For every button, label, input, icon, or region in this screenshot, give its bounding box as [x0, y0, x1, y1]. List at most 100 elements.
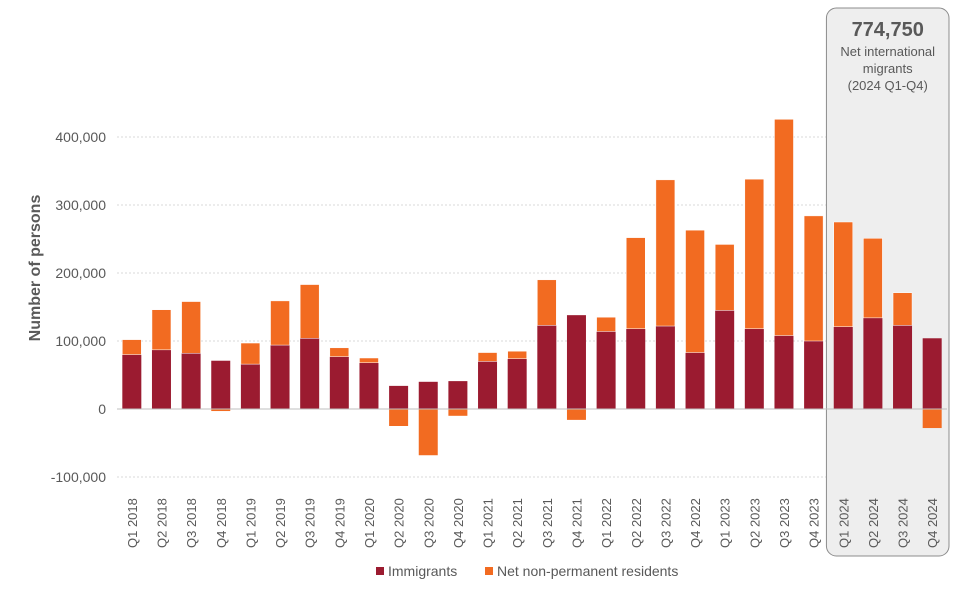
bar-net-npr	[803, 215, 824, 342]
x-tick-label: Q2 2020	[392, 498, 407, 548]
bar-immigrants	[893, 325, 913, 409]
x-tick-label: Q1 2024	[836, 498, 851, 548]
y-tick-label: 0	[98, 401, 106, 417]
x-tick-label: Q3 2019	[303, 498, 318, 548]
x-tick-label: Q3 2022	[658, 498, 673, 548]
x-tick-label: Q1 2023	[718, 498, 733, 548]
bar-immigrants	[655, 326, 675, 409]
bar-net-npr	[270, 300, 290, 346]
bar-net-npr	[448, 409, 468, 416]
bar-immigrants	[922, 338, 942, 409]
bar-net-npr	[359, 357, 379, 364]
bar-immigrants	[270, 345, 290, 409]
y-axis-title: Number of persons	[27, 195, 44, 342]
bar-net-npr	[211, 409, 231, 412]
bar-immigrants	[744, 328, 764, 409]
x-tick-label: Q1 2020	[362, 498, 377, 548]
bar-immigrants	[774, 335, 794, 409]
bar-net-npr	[507, 350, 527, 359]
x-tick-label: Q4 2019	[332, 498, 347, 548]
x-tick-label: Q2 2024	[866, 498, 881, 548]
x-tick-label: Q1 2022	[599, 498, 614, 548]
bar-immigrants	[478, 361, 498, 409]
highlight-caption: Net international	[840, 44, 935, 59]
bar-immigrants	[507, 358, 527, 409]
bar-net-npr	[863, 238, 883, 319]
bar-immigrants	[804, 341, 824, 409]
x-tick-label: Q1 2018	[125, 498, 140, 548]
bar-immigrants	[537, 325, 557, 409]
bar-immigrants	[329, 356, 349, 409]
bar-immigrants	[300, 338, 320, 409]
bars	[122, 119, 942, 456]
bar-immigrants	[181, 353, 201, 409]
bar-net-npr	[774, 119, 794, 336]
bar-net-npr	[626, 237, 646, 330]
bar-net-npr	[537, 279, 557, 326]
bar-immigrants	[448, 381, 468, 409]
bar-net-npr	[329, 347, 350, 357]
x-tick-label: Q2 2019	[273, 498, 288, 548]
highlight-box	[825, 7, 950, 557]
bar-immigrants	[359, 362, 379, 409]
x-tick-label: Q4 2024	[925, 498, 940, 548]
bar-net-npr	[240, 342, 261, 365]
x-tick-label: Q1 2021	[481, 498, 496, 548]
bar-net-npr	[744, 178, 765, 330]
axes: -100,000 0 100,000 200,000 300,000 400,000 Q1 …	[51, 129, 947, 548]
bar-net-npr	[418, 409, 438, 456]
bar-immigrants	[566, 315, 586, 409]
x-tick-label: Q3 2020	[421, 498, 436, 548]
x-tick-label: Q3 2018	[184, 498, 199, 548]
x-tick-label: Q1 2019	[243, 498, 258, 548]
highlight-region: 774,750 Net international migrants (2024 Q1…	[825, 7, 950, 557]
bar-net-npr	[685, 229, 705, 353]
highlight-value: 774,750	[852, 19, 924, 41]
bar-net-npr	[181, 301, 201, 354]
x-tick-label: Q2 2022	[629, 498, 644, 548]
y-tick-label: 300,000	[55, 197, 106, 213]
bar-net-npr	[655, 179, 676, 327]
bar-immigrants	[833, 326, 853, 409]
x-tick-label: Q2 2023	[747, 498, 762, 548]
legend: Immigrants Net non-permanent residents	[376, 563, 678, 579]
bar-net-npr	[922, 409, 942, 429]
x-tick-label: Q3 2023	[777, 498, 792, 548]
bar-immigrants	[240, 364, 260, 409]
bar-immigrants	[685, 352, 705, 409]
bar-immigrants	[863, 317, 883, 409]
x-tick-label: Q3 2021	[540, 498, 555, 548]
x-tick-label: Q4 2021	[569, 498, 584, 548]
x-tick-label: Q4 2018	[214, 498, 229, 548]
x-tick-label: Q3 2024	[896, 498, 911, 548]
y-tick-label: 400,000	[55, 129, 106, 145]
x-tick-label: Q2 2018	[154, 498, 169, 548]
bar-net-npr	[566, 409, 586, 420]
bar-immigrants	[715, 310, 735, 409]
bar-net-npr	[299, 284, 320, 339]
bar-immigrants	[389, 385, 409, 409]
bar-net-npr	[151, 309, 172, 351]
x-tick-label: Q4 2023	[807, 498, 822, 548]
x-tick-label: Q4 2020	[451, 498, 466, 548]
bar-net-npr	[389, 409, 409, 426]
highlight-caption: (2024 Q1-Q4)	[848, 78, 928, 93]
legend-swatch-immigrants	[376, 567, 384, 575]
highlight-caption: migrants	[863, 61, 913, 76]
bar-immigrants	[211, 360, 231, 409]
legend-label-immigrants: Immigrants	[388, 563, 457, 579]
bar-immigrants	[418, 381, 438, 409]
legend-swatch-net-npr	[485, 567, 493, 575]
bar-immigrants	[626, 328, 646, 409]
bar-net-npr	[596, 316, 616, 332]
bar-net-npr	[833, 221, 853, 327]
y-tick-label: 100,000	[55, 333, 106, 349]
bar-immigrants	[596, 331, 616, 409]
legend-label-net-npr: Net non-permanent residents	[497, 563, 678, 579]
bar-immigrants	[151, 349, 171, 409]
bar-net-npr	[714, 244, 735, 311]
y-tick-label: -100,000	[51, 469, 106, 485]
x-tick-label: Q2 2021	[510, 498, 525, 548]
